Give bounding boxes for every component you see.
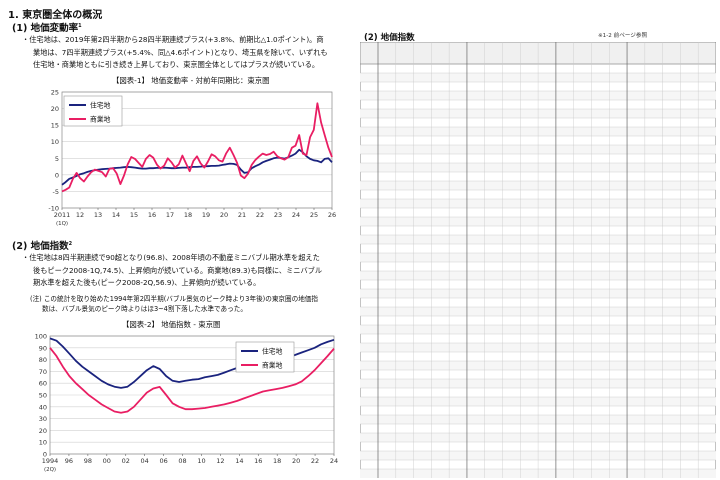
y-tick-label: 90 — [39, 344, 47, 352]
x-tick-label: 21 — [238, 211, 246, 219]
legend-label: 商業地 — [262, 361, 283, 370]
x-tick-label: 12 — [216, 457, 224, 465]
x-tick-label: 20 — [220, 211, 228, 219]
section-2-title: (2) 地価指数2 — [12, 238, 72, 252]
y-tick-label: 25 — [51, 89, 59, 97]
y-tick-label: 70 — [39, 368, 47, 376]
section-2-footnote-mark: 2 — [68, 240, 73, 247]
x-sub-label: (1Q) — [56, 221, 68, 227]
bullet-icon: ・ — [22, 35, 30, 44]
y-tick-label: 40 — [39, 403, 47, 411]
legend-box — [235, 341, 295, 373]
x-tick-label: 1994 — [42, 457, 59, 465]
right-page: (2) 地価指数 ※1-2 前ページ参照 — [358, 0, 720, 480]
x-tick-label: 06 — [159, 457, 167, 465]
x-sub-label: (2Q) — [44, 467, 56, 473]
x-tick-label: 16 — [148, 211, 156, 219]
section-2-note: (注) この統計を取り始めた1994年第2四半期(バブル景気のピーク時より3年後… — [30, 294, 355, 314]
x-tick-label: 14 — [235, 457, 243, 465]
legend-label: 住宅地 — [90, 101, 111, 110]
paragraph-line: ・住宅地は8四半期連続で90超となり(96.8)、2008年頃の不動産ミニバブル… — [22, 252, 352, 265]
y-tick-label: 5 — [55, 155, 59, 163]
x-tick-label: 2011 — [54, 211, 71, 219]
series-line — [61, 102, 333, 193]
x-tick-label: 16 — [254, 457, 262, 465]
source-note: ※1-2 前ページ参照 — [598, 33, 648, 39]
x-tick-label: 98 — [84, 457, 92, 465]
section-1-footnote-mark: 1 — [78, 22, 82, 29]
x-tick-label: 10 — [197, 457, 205, 465]
x-tick-label: 00 — [103, 457, 111, 465]
figure-1-title: 【図表-1】 地価変動率 - 対前年同期比：東京圏 — [112, 76, 270, 85]
figure-2-title: 【図表-2】 地価指数 - 東京圏 — [122, 320, 221, 329]
paragraph-line: 後もピーク2008-1Q,74.5)、上昇傾向が続いている。商業地(89.3)も… — [33, 265, 323, 275]
y-tick-label: 100 — [35, 333, 47, 341]
y-tick-label: 10 — [39, 439, 47, 447]
x-tick-label: 04 — [141, 457, 149, 465]
y-tick-label: 30 — [39, 415, 47, 423]
section-1-title-text: (1) 地価変動率 — [12, 23, 79, 34]
note-line: 数は、バブル景気のピーク時よりはほ3~4割下落した水準であった。 — [42, 305, 247, 313]
section-1-title: (1) 地価変動率1 — [12, 20, 82, 34]
x-tick-label: 22 — [311, 457, 319, 465]
legend-label: 住宅地 — [262, 347, 283, 356]
x-tick-label: 08 — [178, 457, 186, 465]
x-tick-label: 17 — [166, 211, 174, 219]
legend-label: 商業地 — [90, 115, 111, 124]
x-tick-label: 23 — [274, 211, 282, 219]
paragraph-line: ・住宅地は、2019年第2四半期から28四半期連続プラス(+3.8%、前期比△1… — [22, 34, 352, 47]
x-tick-label: 20 — [292, 457, 300, 465]
y-tick-label: 15 — [51, 122, 59, 130]
y-tick-label: 80 — [39, 356, 47, 364]
paragraph-line-text: 住宅地は、2019年第2四半期から28四半期連続プラス(+3.8%、前期比△1.… — [29, 35, 324, 44]
x-tick-label: 96 — [65, 457, 73, 465]
y-tick-label: 50 — [39, 392, 47, 400]
y-tick-label: -5 — [53, 188, 59, 196]
x-tick-label: 25 — [310, 211, 318, 219]
y-tick-label: 20 — [51, 105, 59, 113]
y-tick-label: 0 — [43, 451, 47, 459]
note-line: (注) この統計を取り始めた1994年第2四半期(バブル景気のピーク時より3年後… — [30, 295, 318, 303]
paragraph-line: 期水準を超えた後も(ピーク2008-2Q,56.9)、上昇傾向が続いている。 — [33, 278, 261, 287]
x-tick-label: 13 — [94, 211, 102, 219]
y-tick-label: -10 — [48, 205, 59, 213]
x-tick-label: 24 — [292, 211, 300, 219]
left-page: 1. 東京圏全体の概況 (1) 地価変動率1 ・住宅地は、2019年第2四半期か… — [0, 0, 355, 480]
x-tick-label: 15 — [130, 211, 138, 219]
paragraph-line: 業地は、7四半期連続プラス(+5.4%、同△4.6ポイント)となり、埼玉県を除い… — [33, 47, 328, 57]
x-tick-label: 14 — [112, 211, 120, 219]
x-tick-label: 18 — [184, 211, 192, 219]
x-tick-label: 19 — [202, 211, 210, 219]
x-tick-label: 18 — [273, 457, 281, 465]
y-tick-label: 20 — [39, 427, 47, 435]
document-heading: 1. 東京圏全体の概況 — [8, 10, 103, 21]
bullet-icon: ・ — [22, 253, 30, 262]
x-tick-label: 26 — [328, 211, 336, 219]
y-tick-label: 10 — [51, 138, 59, 146]
series-line — [49, 347, 335, 414]
section-2-paragraph: ・住宅地は8四半期連続で90超となり(96.8)、2008年頃の不動産ミニバブル… — [22, 252, 352, 290]
paragraph-line-text: 住宅地は8四半期連続で90超となり(96.8)、2008年頃の不動産ミニバブル期… — [29, 253, 320, 262]
y-tick-label: 0 — [55, 171, 59, 179]
plot-frame — [49, 335, 335, 455]
section-1-paragraph: ・住宅地は、2019年第2四半期から28四半期連続プラス(+3.8%、前期比△1… — [22, 34, 352, 72]
right-page-title: (2) 地価指数 — [364, 33, 415, 43]
land-price-index-table — [360, 42, 716, 478]
x-tick-label: 02 — [122, 457, 130, 465]
x-tick-label: 22 — [256, 211, 264, 219]
legend-box — [63, 95, 123, 127]
x-tick-label: 12 — [76, 211, 84, 219]
x-tick-label: 24 — [330, 457, 338, 465]
series-line — [61, 148, 333, 186]
y-tick-label: 60 — [39, 380, 47, 388]
plot-frame — [61, 91, 333, 209]
paragraph-line: 住宅地・商業地ともに引き続き上昇しており、東京圏全体としてはプラスが続いている。 — [33, 60, 320, 69]
section-2-title-text: (2) 地価指数 — [12, 241, 69, 252]
